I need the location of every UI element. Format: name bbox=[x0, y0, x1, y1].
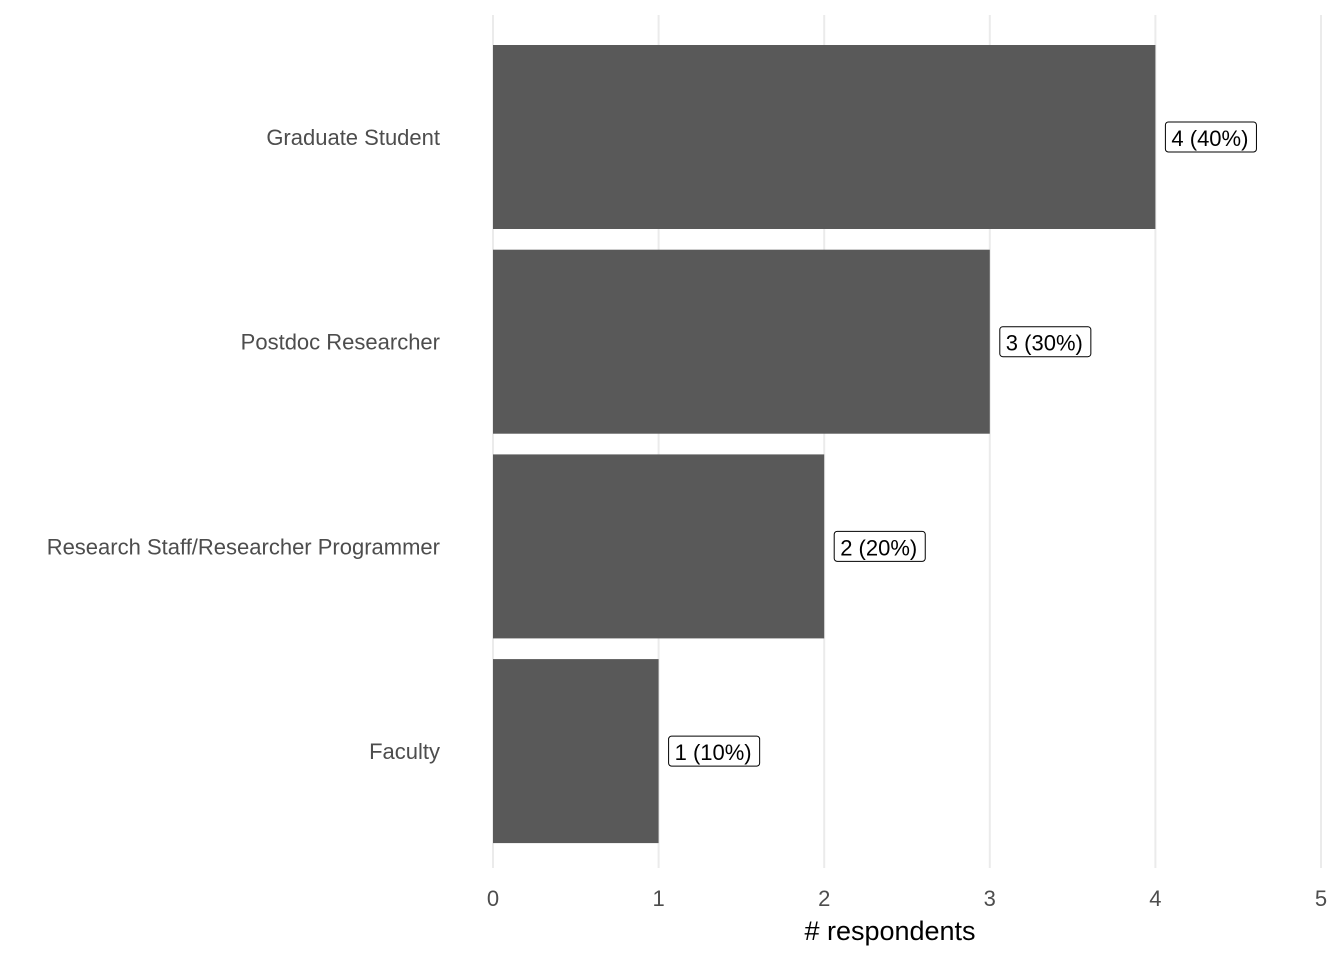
data-label: 4 (40%) bbox=[1164, 121, 1257, 153]
category-label: Postdoc Researcher bbox=[241, 330, 440, 355]
x-axis-ticks: 0 1 2 3 4 5 bbox=[487, 886, 1327, 911]
x-tick-label: 4 bbox=[1149, 886, 1161, 911]
data-label: 3 (30%) bbox=[999, 326, 1092, 358]
category-labels: Graduate Student Postdoc Researcher Resear… bbox=[47, 125, 440, 764]
bar bbox=[493, 249, 990, 434]
category-label: Graduate Student bbox=[266, 125, 440, 150]
data-labels: 4 (40%) 3 (30%) 2 (20%) 1 (10%) bbox=[668, 121, 1257, 767]
data-label-text: 3 (30%) bbox=[1006, 331, 1083, 356]
x-tick-label: 2 bbox=[818, 886, 830, 911]
x-tick-label: 1 bbox=[652, 886, 664, 911]
bars bbox=[493, 45, 1156, 844]
data-label: 1 (10%) bbox=[668, 735, 761, 767]
bar bbox=[493, 45, 1156, 229]
bar bbox=[493, 659, 659, 844]
data-label-text: 1 (10%) bbox=[675, 740, 752, 765]
data-label-box bbox=[668, 735, 761, 767]
data-label-text: 2 (20%) bbox=[840, 535, 917, 560]
x-tick-label: 3 bbox=[984, 886, 996, 911]
x-tick-label: 0 bbox=[487, 886, 499, 911]
x-tick-label: 5 bbox=[1315, 886, 1327, 911]
data-label-box bbox=[1164, 121, 1257, 153]
bar bbox=[493, 454, 825, 639]
data-label-box bbox=[833, 530, 926, 562]
data-label-box bbox=[999, 326, 1092, 358]
data-label-text: 4 (40%) bbox=[1171, 126, 1248, 151]
category-label: Research Staff/Researcher Programmer bbox=[47, 534, 440, 559]
category-label: Faculty bbox=[369, 739, 440, 764]
data-label: 2 (20%) bbox=[833, 530, 926, 562]
x-axis-title: # respondents bbox=[804, 916, 975, 946]
